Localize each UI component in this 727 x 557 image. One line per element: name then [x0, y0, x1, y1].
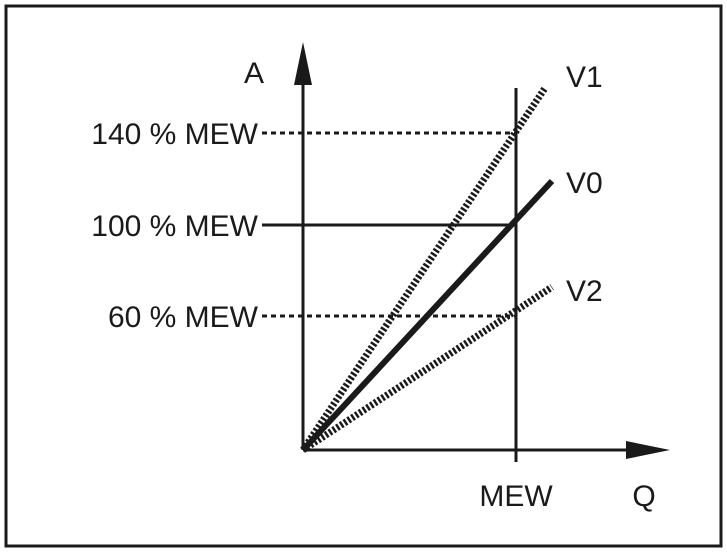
diagram-frame [4, 4, 723, 548]
curve-label-v2: V2 [566, 275, 603, 308]
level-label-60: 60 % MEW [108, 301, 259, 334]
y-axis-label: A [244, 57, 264, 90]
y-axis-arrowhead [294, 42, 312, 85]
curve-v1-line [300, 86, 548, 452]
x-marker-label: MEW [479, 480, 553, 513]
level-label-140: 140 % MEW [91, 118, 258, 151]
x-axis-label: Q [632, 480, 655, 513]
curve-label-v0: V0 [566, 167, 603, 200]
curve-v0-line [300, 178, 555, 453]
level-label-100: 100 % MEW [91, 210, 258, 243]
x-axis-arrowhead [626, 441, 670, 459]
curve-v2-line [301, 284, 554, 453]
curve-label-v1: V1 [566, 61, 603, 94]
